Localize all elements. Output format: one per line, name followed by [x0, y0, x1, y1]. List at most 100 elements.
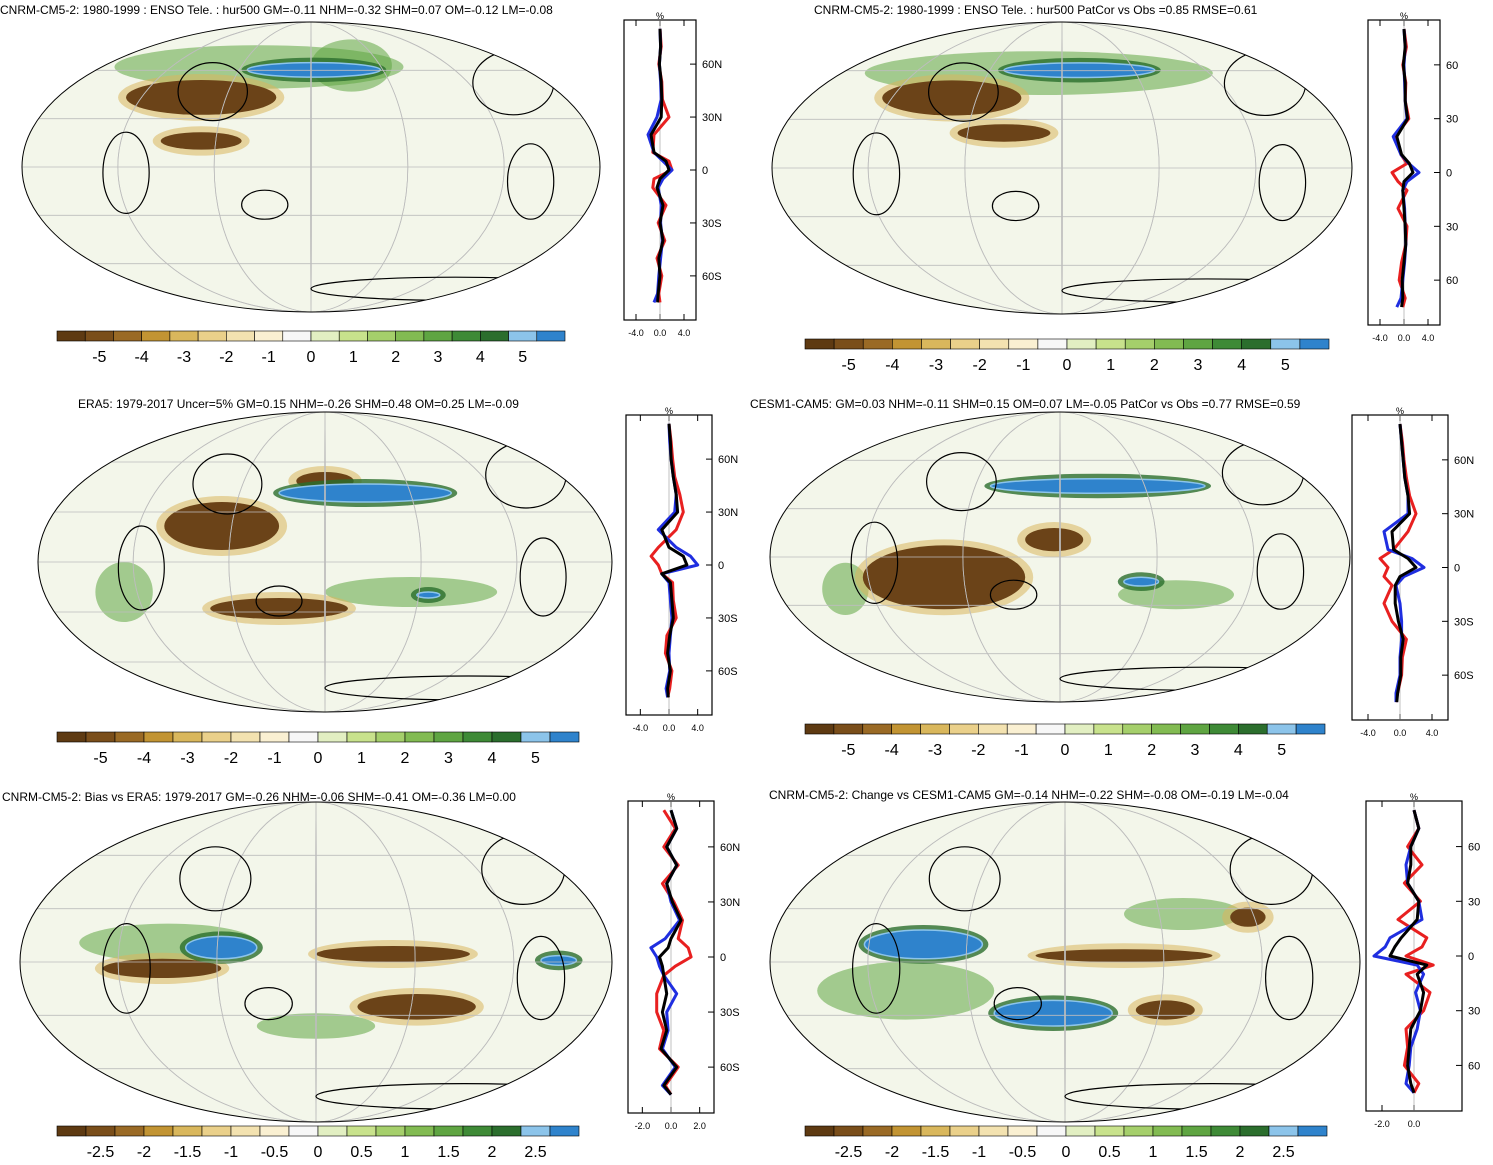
colorbar: -2.5 -2 -1.5 -1 -0.5 0 0.5 1 1.5 2 2.5	[56, 1125, 580, 1161]
panel-title: CNRM-CM5-2: 1980-1999 : ENSO Tele. : hur…	[0, 3, 553, 17]
map-border	[37, 411, 613, 713]
colorbar-swatch	[143, 731, 174, 743]
colorbar-swatch	[491, 1125, 522, 1137]
colorbar-swatch	[833, 1125, 864, 1137]
colorbar-label: 3	[1191, 742, 1200, 759]
positive-anomaly-region	[95, 562, 153, 622]
colorbar-swatch	[56, 731, 87, 743]
positive-anomaly-region	[325, 577, 498, 607]
colorbar-label: -2	[224, 750, 238, 767]
colorbar-label: -5	[93, 750, 107, 767]
profile-ytick-label: 30N	[718, 507, 738, 519]
positive-anomaly-region	[817, 962, 995, 1020]
map	[37, 411, 613, 713]
profile-xtick-label: 4.0	[678, 328, 691, 338]
positive-anomaly-region	[1124, 898, 1242, 930]
colorbar-label: -2	[973, 357, 987, 374]
colorbar-swatch	[85, 1125, 116, 1137]
colorbar-swatch	[56, 330, 86, 342]
profile-ytick-label: 0	[1454, 563, 1460, 575]
negative-anomaly-region	[882, 80, 1022, 116]
colorbar-swatch	[172, 731, 203, 743]
colorbar-label: 3	[1194, 357, 1203, 374]
longitude-line	[867, 22, 1257, 314]
colorbar-label: -2.5	[835, 1144, 863, 1161]
colorbar-label: 1	[1106, 357, 1115, 374]
colorbar-label: -1	[224, 1144, 238, 1161]
colorbar: -5 -4 -3 -2 -1 0 1 2 3 4 5	[56, 330, 566, 366]
longitude-line	[1061, 22, 1063, 314]
profile-xtick-label: -2.0	[635, 1121, 651, 1131]
profile-xtick-label: -2.0	[1374, 1119, 1390, 1129]
negative-anomaly-region	[957, 124, 1051, 142]
positive-anomaly-core	[185, 935, 258, 960]
colorbar-label: 0	[314, 750, 323, 767]
colorbar-swatch	[338, 330, 368, 342]
longitude-line	[1064, 802, 1066, 1122]
profile-ytick-label: 0	[720, 952, 726, 964]
profile-unit: %	[656, 11, 664, 21]
panel-era5: ERA5: 1979-2017 Uncer=5% GM=0.15 NHM=-0.…	[0, 385, 746, 775]
longitude-line	[964, 22, 1160, 314]
colorbar: -5 -4 -3 -2 -1 0 1 2 3 4 5	[56, 731, 580, 767]
colorbar-label: 1.5	[437, 1144, 459, 1161]
colorbar-label: 4	[1234, 742, 1243, 759]
colorbar-label: 4	[1237, 357, 1246, 374]
profile-ytick-label: 0	[718, 560, 724, 572]
coastline	[850, 521, 899, 605]
profile-ytick-label: 60	[1446, 60, 1458, 72]
longitude-line	[216, 802, 416, 1122]
zonal-mean-profile: % 60N 30N 0 30S 60S -4.0 0.0 4.0	[625, 406, 738, 733]
map	[771, 21, 1353, 315]
profile-ytick-label: 60	[1446, 275, 1458, 287]
colorbar-label: -4	[135, 349, 149, 366]
colorbar-label: -2	[885, 1144, 899, 1161]
colorbar-swatch	[1154, 338, 1184, 350]
colorbar-label: 0.5	[1098, 1144, 1120, 1161]
negative-anomaly-region	[1025, 528, 1084, 552]
map	[769, 801, 1361, 1123]
colorbar-swatch	[1122, 723, 1152, 735]
colorbar-label: -1.5	[922, 1144, 950, 1161]
colorbar-swatch	[804, 723, 835, 735]
profile-xtick-label: -4.0	[1372, 333, 1388, 343]
colorbar-swatch	[114, 1125, 145, 1137]
colorbar-label: 0	[314, 1144, 323, 1161]
colorbar-swatch	[1180, 723, 1210, 735]
colorbar-swatch	[1124, 338, 1155, 350]
negative-anomaly-region	[316, 946, 470, 962]
negative-anomaly-region	[102, 958, 222, 978]
profile-xtick-label: -4.0	[1360, 728, 1376, 738]
colorbar-label: -5	[92, 349, 106, 366]
colorbar-swatch	[920, 1125, 951, 1137]
longitude-line	[132, 412, 518, 712]
colorbar-swatch	[141, 330, 171, 342]
profile-ytick-label: 60S	[718, 666, 738, 678]
colorbar-swatch	[1268, 1125, 1299, 1137]
colorbar-label: -1	[972, 1144, 986, 1161]
longitude-line	[117, 802, 515, 1122]
colorbar-swatch	[1093, 723, 1124, 735]
colorbar-swatch	[833, 338, 864, 350]
colorbar-label: 2	[1150, 357, 1159, 374]
profile-ytick-label: 30N	[702, 112, 722, 124]
profile-ytick-label: 0	[1468, 951, 1474, 963]
map	[769, 411, 1351, 703]
panel-bias: CNRM-CM5-2: Bias vs ERA5: 1979-2017 GM=-…	[0, 775, 746, 1161]
profile-line-black	[660, 423, 689, 698]
colorbar-swatch	[433, 731, 464, 743]
positive-anomaly-core	[863, 929, 984, 960]
colorbar-swatch	[56, 1125, 87, 1137]
longitude-line	[315, 802, 317, 1122]
negative-anomaly-region	[1135, 1000, 1195, 1020]
coastline	[925, 451, 997, 512]
positive-anomaly-core	[278, 483, 453, 503]
profile-xtick-label: 4.0	[691, 723, 704, 733]
profile-xtick-label: 0.0	[663, 723, 676, 733]
profile-xtick-label: -4.0	[633, 723, 649, 733]
profile-line-red	[1390, 28, 1411, 308]
colorbar-swatch	[892, 338, 922, 350]
colorbar-swatch	[113, 330, 142, 342]
coastline	[102, 131, 150, 215]
longitude-line	[965, 802, 1165, 1122]
